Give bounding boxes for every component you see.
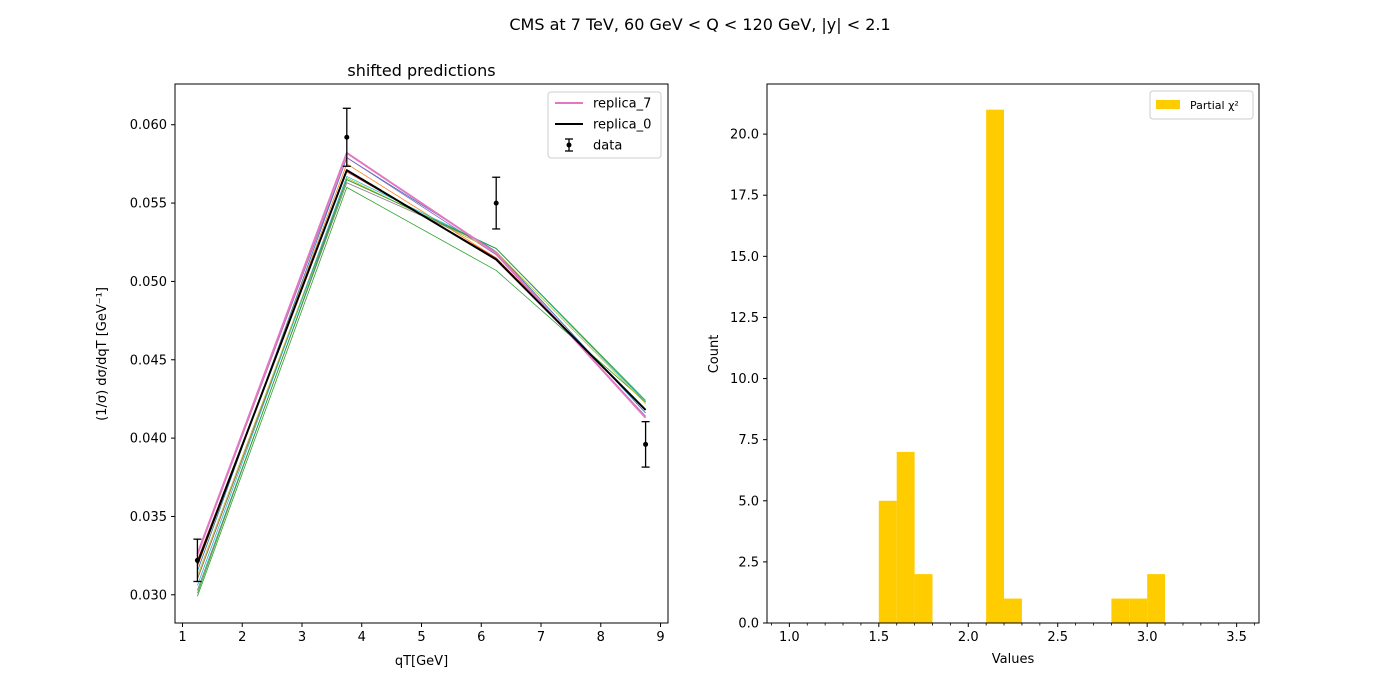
x-tick-label: 9 (656, 630, 664, 645)
legend-label: replica_0 (593, 118, 651, 133)
y-tick-label: 10.0 (730, 372, 759, 387)
histogram-bar (1111, 598, 1130, 623)
x-tick-label: 8 (597, 630, 605, 645)
right-plot-area: 1.0 1.5 2.0 2.5 3.0 3.5 0.0 2.5 5.0 7.5 10.0 12.5 15… (730, 83, 1260, 645)
x-tick-label: 5 (417, 630, 425, 645)
data-point (344, 134, 350, 140)
legend-swatch-point (566, 142, 572, 148)
right-chart-panel: 1.0 1.5 2.0 2.5 3.0 3.5 0.0 2.5 5.0 7.5 10.0 12.5 15… (707, 83, 1260, 667)
left-x-axis-label: qT[GeV] (395, 654, 448, 669)
x-tick-label: 1.5 (868, 630, 889, 645)
y-tick-label: 5.0 (738, 494, 759, 509)
data-point (493, 200, 499, 206)
y-tick-label: 0.030 (130, 588, 167, 603)
y-tick-label: 0.045 (130, 353, 167, 368)
y-tick-label: 12.5 (730, 311, 759, 326)
y-tick-label: 0.060 (130, 118, 167, 133)
series-line-replica_0 (196, 169, 647, 564)
y-tick-label: 0.035 (130, 510, 167, 525)
left-chart-title: shifted predictions (347, 61, 495, 80)
x-tick-label: 6 (477, 630, 485, 645)
x-tick-label: 3.0 (1137, 630, 1158, 645)
series-line-1 (197, 163, 646, 567)
series-line-5 (197, 179, 646, 580)
y-tick-label: 15.0 (730, 250, 759, 265)
x-tick-label: 4 (358, 630, 366, 645)
histogram-bar (1004, 598, 1022, 623)
right-x-axis-label: Values (992, 652, 1035, 667)
y-tick-label: 17.5 (730, 189, 759, 204)
data-point (194, 557, 200, 563)
left-plot-area: 1 2 3 4 5 6 7 8 9 0.030 0.035 0.040 0.045 0.050 0.055 0… (130, 83, 669, 645)
y-tick-label: 7.5 (738, 433, 759, 448)
series-line-4 (197, 157, 646, 556)
legend-label: replica_7 (593, 97, 651, 112)
right-y-axis-label: Count (707, 335, 722, 374)
figure-suptitle: CMS at 7 TeV, 60 GeV < Q < 120 GeV, |y| … (509, 15, 890, 34)
histogram-bar (914, 574, 933, 623)
x-tick-label: 2 (238, 630, 246, 645)
series-line-replica_7 (196, 151, 647, 555)
x-tick-label: 1 (178, 630, 186, 645)
left-axes-frame (174, 83, 669, 624)
x-tick-label: 2.5 (1047, 630, 1068, 645)
right-axes-frame (766, 83, 1260, 624)
series-line-8 (197, 176, 646, 586)
y-tick-label: 20.0 (730, 128, 759, 143)
x-tick-label: 2.0 (958, 630, 979, 645)
right-legend: Partial χ² (1149, 90, 1254, 120)
legend-label: Partial χ² (1190, 99, 1239, 112)
series-line-0 (197, 157, 646, 572)
histogram-bar (1147, 574, 1166, 623)
y-tick-label: 0.050 (130, 275, 167, 290)
series-line-2 (197, 187, 646, 597)
x-tick-label: 1.0 (779, 630, 800, 645)
left-chart-panel: shifted predictions 1 2 3 4 5 6 7 8 9 0.030 0.035 0… (95, 61, 669, 669)
legend-box (547, 91, 662, 159)
x-tick-label: 3 (298, 630, 306, 645)
histogram-bar (878, 500, 897, 623)
left-y-axis-label: (1/σ) dσ/dqT [GeV⁻¹] (95, 287, 110, 421)
y-tick-label: 2.5 (738, 555, 759, 570)
series-line-3 (197, 171, 646, 561)
y-tick-label: 0.0 (738, 617, 759, 632)
histogram-bar (1129, 598, 1148, 623)
legend-label: data (593, 139, 622, 154)
y-tick-label: 0.040 (130, 432, 167, 447)
data-point (643, 441, 649, 447)
legend-box (1149, 90, 1254, 120)
histogram-bar (986, 109, 1005, 623)
y-tick-label: 0.055 (130, 197, 167, 212)
x-tick-label: 3.5 (1226, 630, 1247, 645)
legend-swatch-partial-chi2 (1156, 100, 1180, 109)
histogram-bar (896, 451, 915, 623)
x-tick-label: 7 (537, 630, 545, 645)
